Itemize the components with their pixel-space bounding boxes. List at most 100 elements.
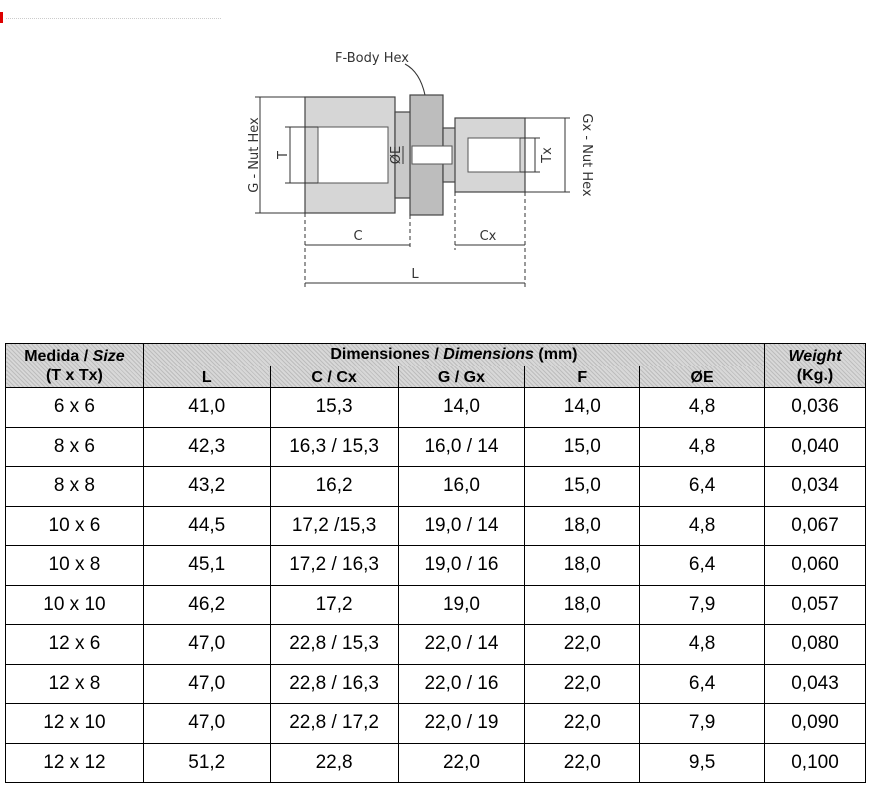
header-text: Dimensiones / bbox=[330, 346, 444, 364]
table-cell: 6,4 bbox=[639, 466, 766, 507]
table-cell: 6 x 6 bbox=[5, 387, 144, 428]
fitting-diagram: F-Body Hex G - Nut Hex T ØE Tx Gx - Nut … bbox=[247, 51, 594, 290]
table-cell: 14,0 bbox=[397, 387, 526, 428]
table-cell: 47,0 bbox=[142, 663, 271, 704]
table-cell: 7,9 bbox=[639, 703, 766, 744]
table-cell: 16,0 bbox=[397, 466, 526, 507]
header-text: Dimensions bbox=[443, 346, 534, 364]
column-header: C / Cx bbox=[269, 365, 399, 388]
table-cell: 47,0 bbox=[142, 703, 271, 744]
table-row: 10 x 6 44,5 17,2 /15,3 19,0 / 14 18,0 4,8 0,06… bbox=[5, 505, 866, 546]
table-cell: 0,060 bbox=[764, 545, 866, 586]
table-cell: 4,8 bbox=[639, 624, 766, 665]
red-marker bbox=[0, 12, 3, 23]
table-cell: 4,8 bbox=[639, 426, 766, 467]
table-cell: 0,034 bbox=[764, 466, 866, 507]
table-cell: 0,040 bbox=[764, 426, 866, 467]
table-cell: 19,0 / 16 bbox=[397, 545, 526, 586]
table-cell: 22,0 / 19 bbox=[397, 703, 526, 744]
column-header: ØE bbox=[639, 365, 766, 388]
table-cell: 15,3 bbox=[269, 387, 399, 428]
table-cell: 22,0 bbox=[397, 742, 526, 783]
table-cell: 12 x 8 bbox=[5, 663, 144, 704]
table-cell: 51,2 bbox=[142, 742, 271, 783]
table-cell: 22,0 bbox=[524, 663, 641, 704]
table-cell: 14,0 bbox=[524, 387, 641, 428]
table-cell: 19,0 bbox=[397, 584, 526, 625]
table-cell: 43,2 bbox=[142, 466, 271, 507]
column-header: L bbox=[142, 365, 271, 388]
table-cell: 4,8 bbox=[639, 387, 766, 428]
table-cell: 12 x 12 bbox=[5, 742, 144, 783]
table-cell: 22,0 bbox=[524, 624, 641, 665]
table-cell: 0,067 bbox=[764, 505, 866, 546]
label-cx: Cx bbox=[480, 229, 497, 244]
table-cell: 22,0 / 14 bbox=[397, 624, 526, 665]
table-cell: 42,3 bbox=[142, 426, 271, 467]
size-header: Medida / Size (T x Tx) bbox=[5, 343, 144, 388]
header-text: Weight bbox=[788, 347, 842, 365]
table-cell: 22,8 / 15,3 bbox=[269, 624, 399, 665]
column-header: F bbox=[524, 365, 641, 388]
dimensions-header: Dimensiones / Dimensions (mm) bbox=[142, 343, 766, 366]
label-nut-hex: G - Nut Hex bbox=[247, 117, 262, 193]
table-row: 10 x 10 46,2 17,2 19,0 18,0 7,9 0,057 bbox=[5, 584, 866, 625]
table-row: 8 x 8 43,2 16,2 16,0 15,0 6,4 0,034 bbox=[5, 466, 866, 507]
table-row: 8 x 6 42,3 16,3 / 15,3 16,0 / 14 15,0 4,8 0,04… bbox=[5, 426, 866, 467]
label-nut-hex-x: Gx - Nut Hex bbox=[579, 113, 594, 196]
table-cell: 6,4 bbox=[639, 663, 766, 704]
table-cell: 22,8 / 16,3 bbox=[269, 663, 399, 704]
table-cell: 16,3 / 15,3 bbox=[269, 426, 399, 467]
table-cell: 7,9 bbox=[639, 584, 766, 625]
header-text: Medida / bbox=[24, 347, 93, 365]
table-cell: 15,0 bbox=[524, 426, 641, 467]
table-cell: 0,043 bbox=[764, 663, 866, 704]
table-cell: 0,057 bbox=[764, 584, 866, 625]
dotted-rule bbox=[6, 18, 221, 19]
label-tx: Tx bbox=[540, 147, 555, 164]
table-cell: 47,0 bbox=[142, 624, 271, 665]
header-text: (mm) bbox=[533, 346, 578, 364]
label-c: C bbox=[353, 229, 362, 244]
column-header: G / Gx bbox=[397, 365, 526, 388]
table-cell: 22,0 / 16 bbox=[397, 663, 526, 704]
table-cell: 22,0 bbox=[524, 742, 641, 783]
label-body-hex: F-Body Hex bbox=[335, 51, 409, 66]
table-row: 6 x 6 41,0 15,3 14,0 14,0 4,8 0,036 bbox=[5, 387, 866, 428]
table-cell: 0,080 bbox=[764, 624, 866, 665]
table-cell: 19,0 / 14 bbox=[397, 505, 526, 546]
table-cell: 22,8 bbox=[269, 742, 399, 783]
table-cell: 10 x 6 bbox=[5, 505, 144, 546]
table-cell: 17,2 / 16,3 bbox=[269, 545, 399, 586]
table-cell: 16,0 / 14 bbox=[397, 426, 526, 467]
table-cell: 12 x 6 bbox=[5, 624, 144, 665]
table-cell: 18,0 bbox=[524, 545, 641, 586]
table-cell: 0,036 bbox=[764, 387, 866, 428]
table-row: 12 x 10 47,0 22,8 / 17,2 22,0 / 19 22,0 7,9 0,… bbox=[5, 703, 866, 744]
header-text: (T x Tx) bbox=[45, 366, 103, 384]
table-cell: 8 x 6 bbox=[5, 426, 144, 467]
table-row: 12 x 12 51,2 22,8 22,0 22,0 9,5 0,100 bbox=[5, 742, 866, 783]
table-cell: 0,090 bbox=[764, 703, 866, 744]
table-row: 12 x 6 47,0 22,8 / 15,3 22,0 / 14 22,0 4,8 0,0… bbox=[5, 624, 866, 665]
table-cell: 17,2 /15,3 bbox=[269, 505, 399, 546]
table-cell: 18,0 bbox=[524, 505, 641, 546]
table-cell: 0,100 bbox=[764, 742, 866, 783]
dimension-table: Medida / Size (T x Tx) Dimensiones / Dime… bbox=[5, 343, 866, 783]
table-cell: 16,2 bbox=[269, 466, 399, 507]
table-cell: 12 x 10 bbox=[5, 703, 144, 744]
table-cell: 4,8 bbox=[639, 505, 766, 546]
table-cell: 18,0 bbox=[524, 584, 641, 625]
table-cell: 10 x 10 bbox=[5, 584, 144, 625]
table-cell: 41,0 bbox=[142, 387, 271, 428]
header-text: (Kg.) bbox=[796, 366, 834, 384]
label-t: T bbox=[276, 151, 291, 160]
table-cell: 10 x 8 bbox=[5, 545, 144, 586]
table-cell: 45,1 bbox=[142, 545, 271, 586]
table-row: 10 x 8 45,1 17,2 / 16,3 19,0 / 16 18,0 6,4 0,0… bbox=[5, 545, 866, 586]
label-l: L bbox=[411, 267, 419, 282]
table-cell: 22,0 bbox=[524, 703, 641, 744]
table-cell: 46,2 bbox=[142, 584, 271, 625]
table-cell: 44,5 bbox=[142, 505, 271, 546]
